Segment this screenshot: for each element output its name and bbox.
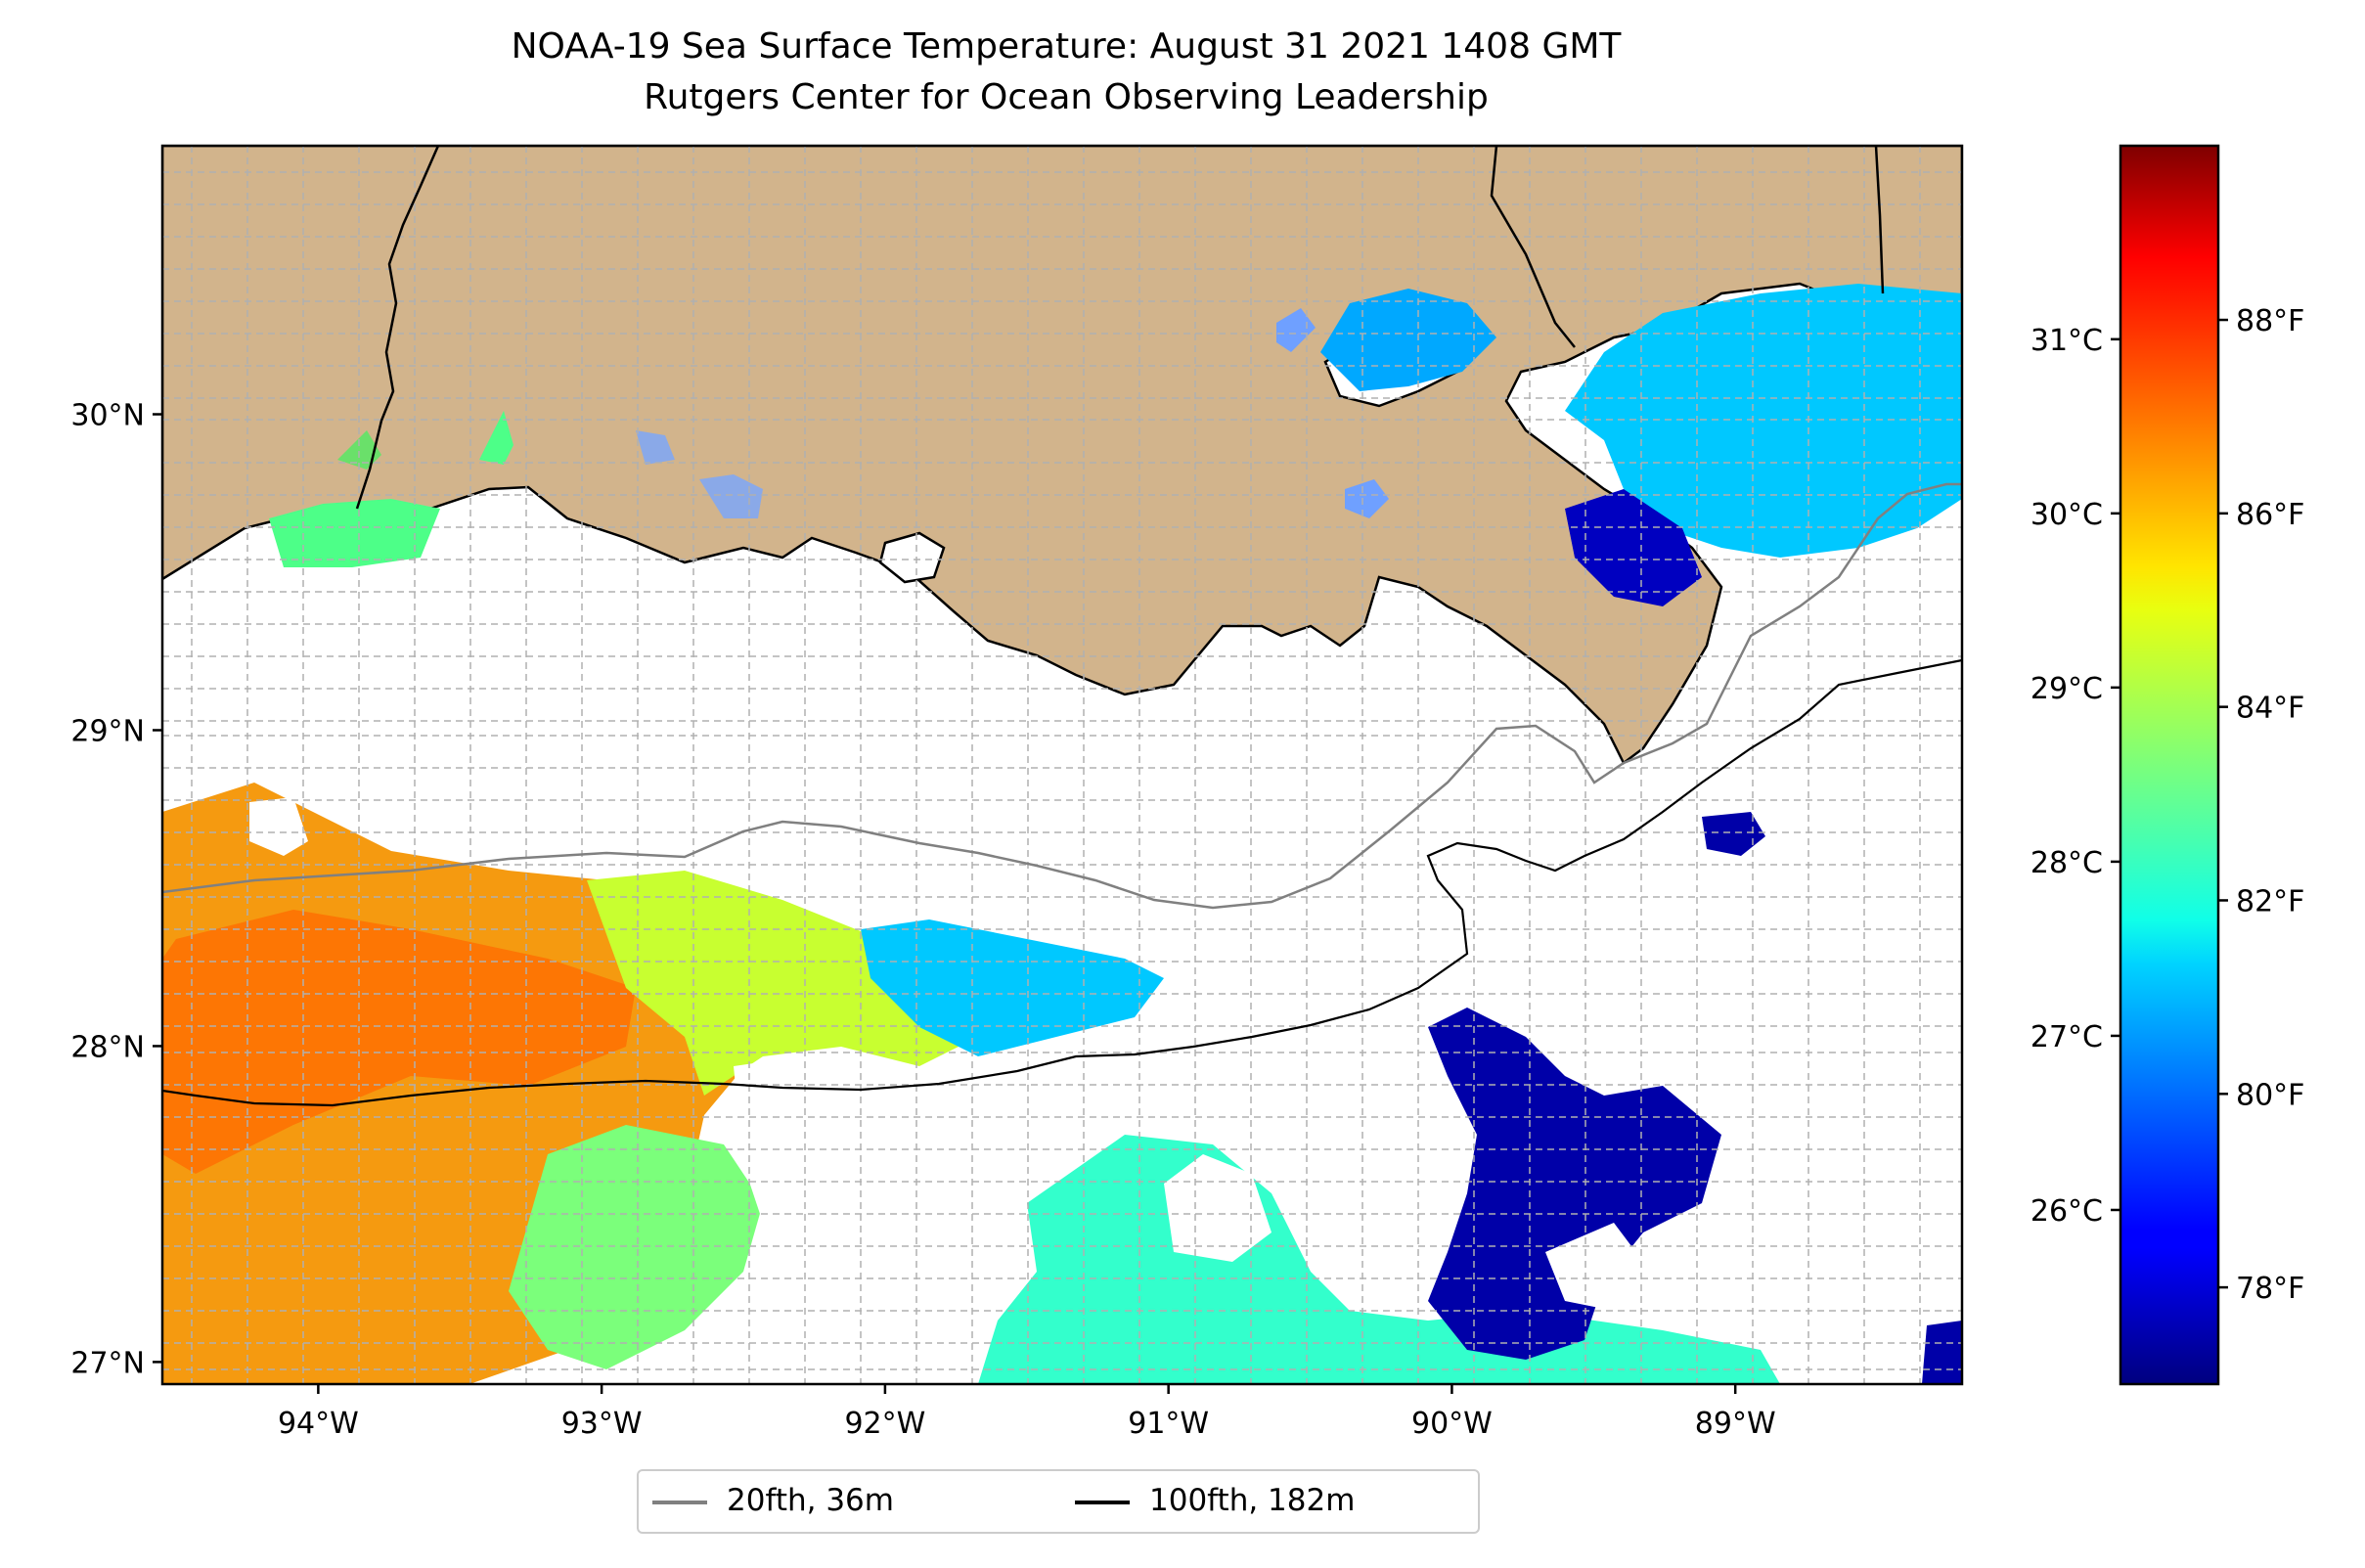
legend-line-20fth bbox=[652, 1501, 707, 1504]
longitude-axis: 94°W 93°W 92°W 91°W 90°W 89°W bbox=[278, 1384, 1776, 1441]
lon-tick-label: 92°W bbox=[844, 1407, 925, 1441]
lake-region bbox=[636, 430, 675, 465]
fahrenheit-tick-label: 86°F bbox=[2236, 498, 2304, 532]
legend-label-100fth: 100fth, 182m bbox=[1149, 1483, 1356, 1518]
fahrenheit-tick-label: 88°F bbox=[2236, 304, 2304, 338]
state-border bbox=[1874, 146, 1885, 294]
celsius-tick-label: 29°C bbox=[2030, 672, 2103, 706]
lake-region bbox=[1345, 479, 1389, 518]
legend-line-100fth bbox=[1075, 1501, 1130, 1504]
lon-tick-label: 89°W bbox=[1695, 1407, 1776, 1441]
map-frame bbox=[160, 144, 1964, 1386]
cloud-mask bbox=[249, 797, 308, 856]
lon-tick-label: 93°W bbox=[561, 1407, 643, 1441]
state-border bbox=[1490, 146, 1576, 348]
sst-nearshore-region bbox=[479, 411, 513, 465]
fahrenheit-tick-label: 84°F bbox=[2236, 692, 2304, 726]
isobath-100fth bbox=[162, 658, 1962, 1107]
legend: 20fth, 36m 100fth, 182m bbox=[637, 1469, 1480, 1534]
isobath-20fth bbox=[162, 482, 1962, 910]
fahrenheit-tick-label: 80°F bbox=[2236, 1078, 2304, 1112]
celsius-tick-label: 27°C bbox=[2030, 1020, 2103, 1054]
celsius-tick-label: 30°C bbox=[2030, 498, 2103, 532]
land-area bbox=[162, 146, 1962, 765]
lat-tick-label: 28°N bbox=[70, 1030, 145, 1064]
sst-cold-region bbox=[1428, 1008, 1721, 1360]
celsius-tick-label: 28°C bbox=[2030, 846, 2103, 880]
sst-mild-region bbox=[509, 1125, 763, 1369]
map-panel bbox=[162, 146, 1962, 1384]
sst-cold-region bbox=[1702, 812, 1765, 856]
sst-cool-region bbox=[861, 919, 1164, 1056]
chart-title: NOAA-19 Sea Surface Temperature: August … bbox=[511, 26, 1622, 67]
state-border bbox=[355, 146, 440, 510]
colorbar-celsius-axis: 31°C 30°C 29°C 28°C 27°C 26°C bbox=[2030, 324, 2120, 1229]
lake bbox=[878, 531, 946, 584]
lake-region bbox=[1276, 308, 1316, 352]
fahrenheit-tick-label: 82°F bbox=[2236, 884, 2304, 918]
sst-nearshore-region bbox=[1565, 489, 1702, 606]
colorbar-fahrenheit-axis: 88°F 86°F 84°F 82°F 80°F 78°F bbox=[2218, 304, 2304, 1306]
lon-tick-label: 90°W bbox=[1411, 1407, 1493, 1441]
lat-tick-label: 27°N bbox=[70, 1346, 145, 1380]
celsius-tick-label: 26°C bbox=[2030, 1194, 2103, 1229]
legend-label-20fth: 20fth, 36m bbox=[727, 1483, 894, 1518]
sst-cold-region bbox=[1922, 1321, 1962, 1384]
lon-tick-label: 91°W bbox=[1128, 1407, 1209, 1441]
sst-warm-region bbox=[162, 910, 636, 1174]
cloud-mask bbox=[734, 1056, 900, 1252]
chart-subtitle: Rutgers Center for Ocean Observing Leade… bbox=[644, 77, 1489, 117]
sst-nearshore-region bbox=[337, 430, 381, 470]
colorbar bbox=[2119, 144, 2220, 1386]
sst-mild-region bbox=[587, 871, 978, 1096]
lon-tick-label: 94°W bbox=[278, 1407, 359, 1441]
cloud-mask bbox=[1545, 1223, 1643, 1311]
lake-region bbox=[699, 474, 763, 518]
gridlines bbox=[162, 146, 1962, 1384]
sst-nearshore-region bbox=[1565, 284, 1962, 558]
latitude-axis: 30°N 29°N 28°N 27°N bbox=[70, 399, 162, 1380]
celsius-tick-label: 31°C bbox=[2030, 324, 2103, 358]
lat-tick-label: 30°N bbox=[70, 399, 145, 433]
lat-tick-label: 29°N bbox=[70, 714, 145, 748]
sst-nearshore-region bbox=[269, 499, 440, 567]
fahrenheit-tick-label: 78°F bbox=[2236, 1272, 2304, 1306]
